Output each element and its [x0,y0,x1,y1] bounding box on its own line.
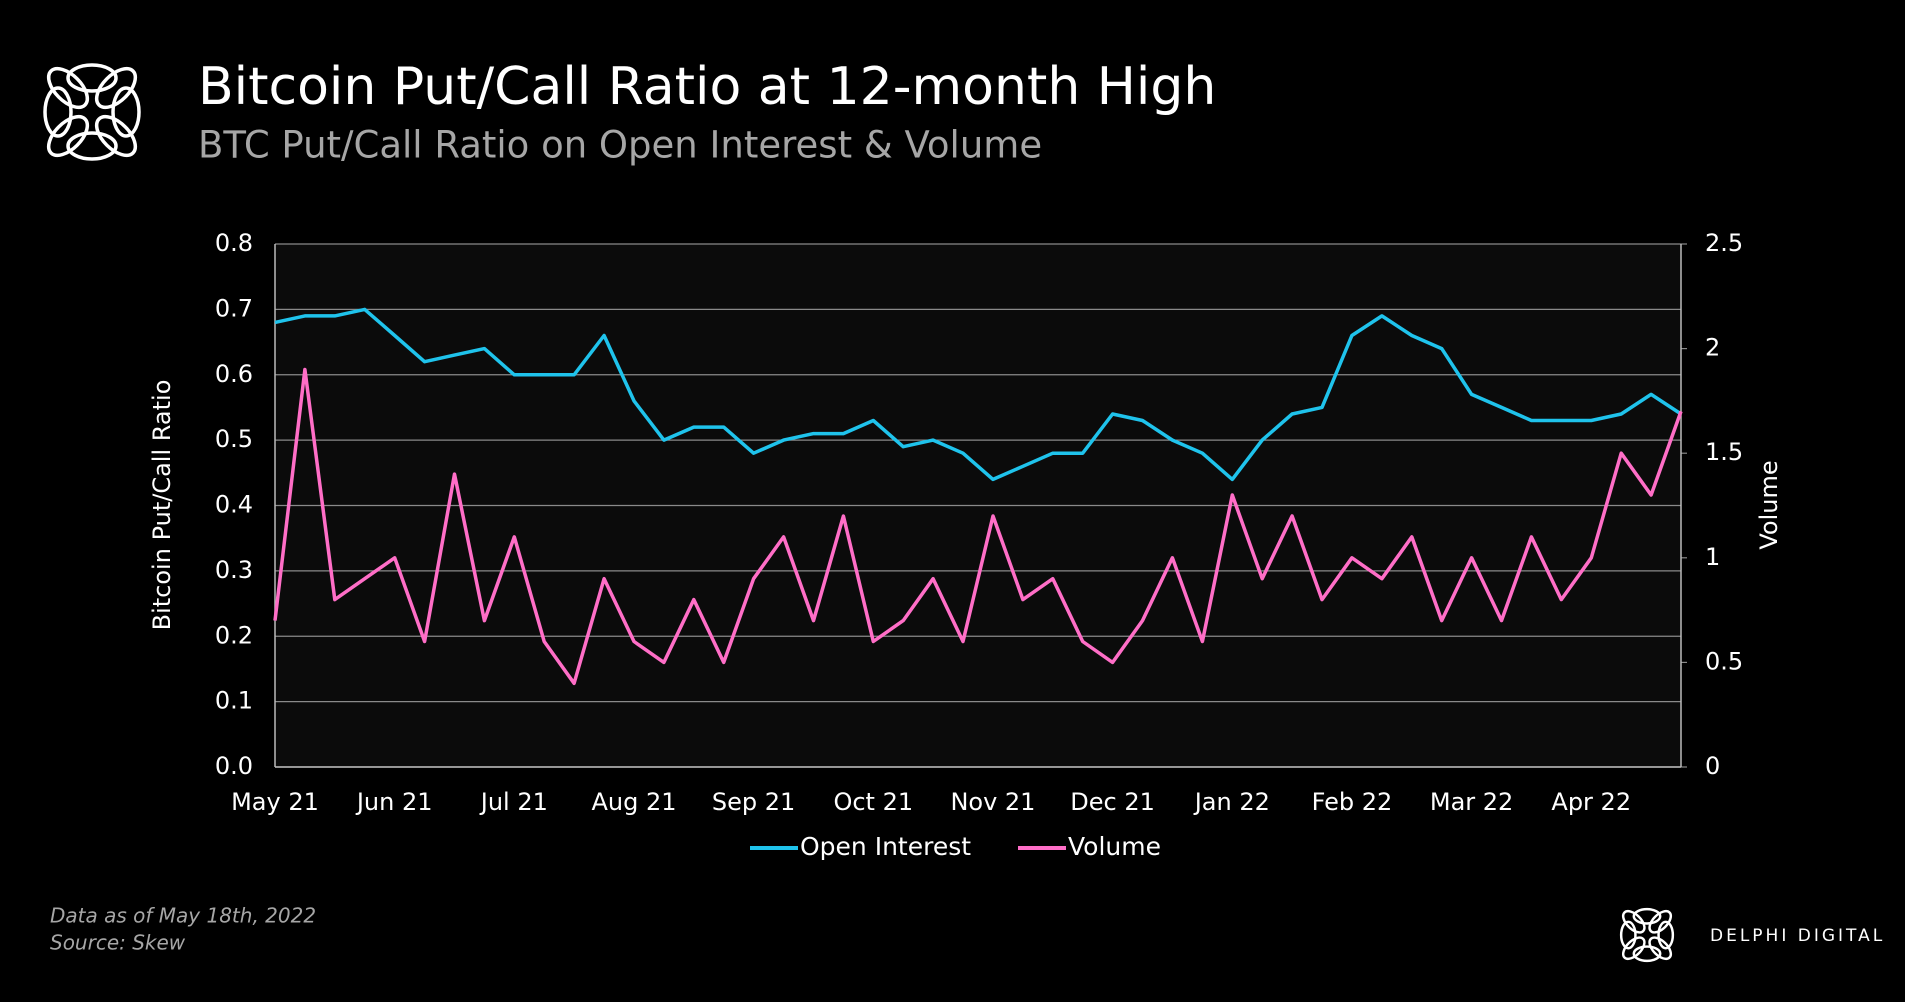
y-tick-label: 0.2 [215,621,253,649]
brand-logo [1619,907,1675,963]
x-tick-label: Oct 21 [833,788,913,816]
x-tick-label: May 21 [231,788,319,816]
x-tick-label: Aug 21 [591,788,676,816]
y-tick-label: 0.5 [215,425,253,453]
y2-tick-label: 0 [1705,752,1720,780]
y2-tick-label: 1 [1705,543,1720,571]
y-tick-label: 0.8 [215,229,253,257]
y-tick-label: 0.7 [215,294,253,322]
brand-name: DELPHI DIGITAL [1710,926,1885,946]
x-tick-label: Dec 21 [1070,788,1155,816]
source: Source: Skew [50,931,186,955]
x-tick-label: Mar 22 [1430,788,1513,816]
y2-tick-label: 0.5 [1705,647,1743,675]
chart-subtitle: BTC Put/Call Ratio on Open Interest & Vo… [198,124,1042,167]
logo [43,63,141,161]
chart-title: Bitcoin Put/Call Ratio at 12-month High [198,57,1216,117]
y2-tick-label: 2 [1705,334,1720,362]
x-tick-label: Apr 22 [1551,788,1631,816]
footnote: Data as of May 18th, 2022 [50,904,316,928]
x-tick-label: Jul 21 [479,788,548,816]
y-tick-label: 0.3 [215,556,253,584]
y-tick-label: 0.1 [215,687,253,715]
x-tick-label: Nov 21 [950,788,1035,816]
x-tick-label: Jun 21 [355,788,433,816]
y2-axis-label: Volume [1755,460,1783,549]
y-tick-label: 0.0 [215,752,253,780]
y-tick-label: 0.6 [215,360,253,388]
y2-tick-label: 2.5 [1705,229,1743,257]
x-tick-label: Feb 22 [1312,788,1393,816]
x-tick-label: Jan 22 [1193,788,1270,816]
y2-tick-label: 1.5 [1705,438,1743,466]
x-tick-label: Sep 21 [712,788,795,816]
series-line [273,367,1683,686]
series-line [274,307,1682,482]
y-tick-label: 0.4 [215,491,253,519]
legend-label: Volume [1068,832,1161,861]
y-axis-label: Bitcoin Put/Call Ratio [148,380,176,631]
legend-label: Open Interest [800,832,971,861]
